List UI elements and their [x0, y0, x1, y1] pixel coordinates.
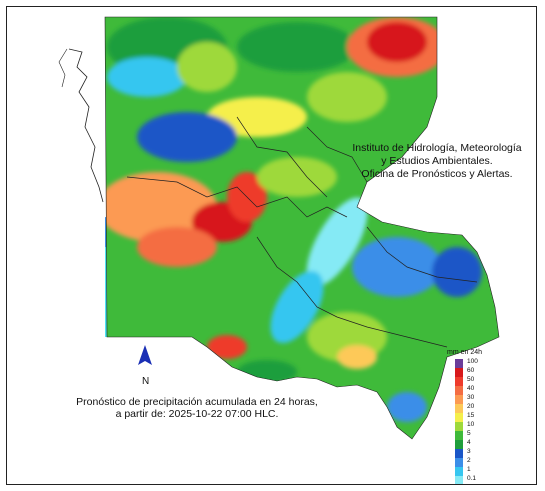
- legend-label: 2: [467, 457, 471, 464]
- legend-labels: 100 60 50 40 30 20 15 10 5 4 3 2 1 0.10: [467, 357, 478, 484]
- legend-swatch: [455, 377, 463, 386]
- legend-label: 30: [467, 394, 475, 401]
- legend-swatch: [455, 422, 463, 431]
- legend-swatch: [455, 449, 463, 458]
- legend-label: 15: [467, 412, 475, 419]
- legend-swatch: [455, 368, 463, 377]
- precip-field: [105, 17, 499, 439]
- country-outline: [104, 16, 500, 440]
- legend-label: 20: [467, 403, 475, 410]
- legend-swatch: [455, 395, 463, 404]
- legend-label: 50: [467, 376, 475, 383]
- institute-line-1: Instituto de Hidrología, Meteorología: [352, 142, 522, 154]
- forecast-caption: Pronóstico de precipitación acumulada en…: [47, 396, 347, 420]
- institute-name: Instituto de Hidrología, Meteorología y …: [337, 142, 536, 181]
- legend-swatch: [455, 386, 463, 395]
- legend-swatch: [455, 431, 463, 440]
- forecast-line-2: a partir de: 2025-10-22 07:00 HLC.: [115, 408, 279, 420]
- north-arrow-icon: [138, 345, 152, 365]
- legend-swatch: [455, 467, 463, 476]
- coastline-west: [58, 48, 68, 88]
- legend-swatch: [455, 404, 463, 413]
- coastline: [68, 48, 104, 203]
- legend-swatch: [455, 458, 463, 467]
- map-frame: N Instituto de Hidrología, Meteorología …: [6, 6, 537, 485]
- legend-label: 10: [467, 421, 475, 428]
- legend-label: 4: [467, 439, 471, 446]
- legend-swatch: [455, 440, 463, 449]
- institute-line-3: Oficina de Pronósticos y Alertas.: [361, 168, 513, 180]
- legend-label: 3: [467, 448, 471, 455]
- legend-label: 0: [467, 483, 478, 484]
- legend: mm en 24h 100 60 50 40 30 20 15 10 5 4 3 2 1 0.10: [447, 349, 505, 484]
- legend-label: 100: [467, 358, 478, 365]
- forecast-line-1: Pronóstico de precipitación acumulada en…: [76, 396, 318, 408]
- legend-label: 40: [467, 385, 475, 392]
- legend-swatch: [455, 413, 463, 422]
- north-label: N: [142, 376, 150, 387]
- legend-label: 60: [467, 367, 475, 374]
- precipitation-map: [58, 16, 500, 440]
- legend-title: mm en 24h: [447, 349, 483, 356]
- institute-line-2: y Estudios Ambientales.: [381, 155, 493, 167]
- legend-label: 0.1: [467, 475, 477, 482]
- legend-swatch: [455, 476, 463, 484]
- legend-label: 5: [467, 430, 471, 437]
- legend-color-bar: [455, 359, 463, 484]
- legend-swatch: [455, 359, 463, 368]
- legend-label: 1: [467, 466, 471, 473]
